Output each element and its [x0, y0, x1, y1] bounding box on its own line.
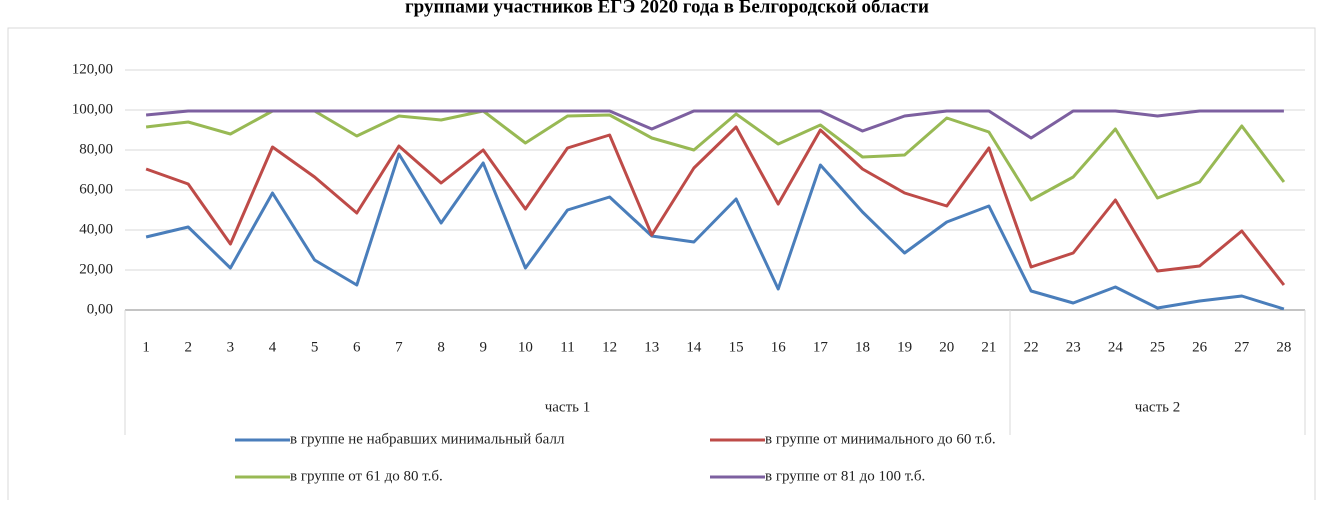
x-tick-label: 23: [1066, 339, 1081, 355]
x-tick-label: 18: [855, 339, 870, 355]
x-tick-label: 4: [269, 339, 277, 355]
y-tick-label: 20,00: [79, 261, 113, 277]
y-tick-label: 100,00: [72, 101, 113, 117]
legend-label: в группе не набравших минимальный балл: [290, 431, 565, 447]
x-tick-label: 19: [897, 339, 912, 355]
series-line: [145, 152, 1285, 311]
x-tick-label: 20: [939, 339, 954, 355]
chart-title: группами участников ЕГЭ 2020 года в Белг…: [405, 0, 929, 17]
x-tick-label: 28: [1276, 339, 1291, 355]
legend-label: в группе от 81 до 100 т.б.: [765, 468, 925, 484]
x-tick-label: 2: [184, 339, 192, 355]
y-tick-label: 40,00: [79, 221, 113, 237]
x-tick-label: 9: [479, 339, 487, 355]
chart-frame: [7, 27, 1316, 505]
group-label: часть 2: [1135, 399, 1181, 415]
x-tick-label: 6: [353, 339, 361, 355]
x-tick-label: 5: [311, 339, 319, 355]
x-tick-label: 25: [1150, 339, 1165, 355]
x-tick-label: 13: [644, 339, 659, 355]
x-tick-label: 7: [395, 339, 403, 355]
x-tick-label: 22: [1024, 339, 1039, 355]
series-line: [145, 109, 1284, 140]
x-tick-label: 3: [227, 339, 235, 355]
series-line: [145, 109, 1286, 202]
y-tick-label: 0,00: [87, 301, 113, 317]
legend-label: в группе от 61 до 80 т.б.: [290, 468, 443, 484]
x-tick-label: 1: [142, 339, 150, 355]
x-tick-label: 26: [1192, 339, 1208, 355]
x-tick-label: 15: [729, 339, 744, 355]
x-tick-label: 11: [560, 339, 574, 355]
legend-label: в группе от минимального до 60 т.б.: [765, 431, 996, 447]
x-tick-label: 21: [981, 339, 996, 355]
x-tick-label: 8: [437, 339, 445, 355]
x-tick-label: 12: [602, 339, 617, 355]
x-tick-label: 10: [518, 339, 533, 355]
y-tick-label: 60,00: [79, 181, 113, 197]
x-tick-label: 14: [686, 339, 702, 355]
x-tick-label: 17: [813, 339, 829, 355]
x-tick-label: 24: [1108, 339, 1124, 355]
group-label: часть 1: [545, 399, 591, 415]
x-tick-label: 16: [771, 339, 787, 355]
x-tick-label: 27: [1234, 339, 1250, 355]
series-line: [145, 125, 1286, 286]
y-tick-label: 80,00: [79, 141, 113, 157]
y-tick-label: 120,00: [72, 61, 113, 77]
